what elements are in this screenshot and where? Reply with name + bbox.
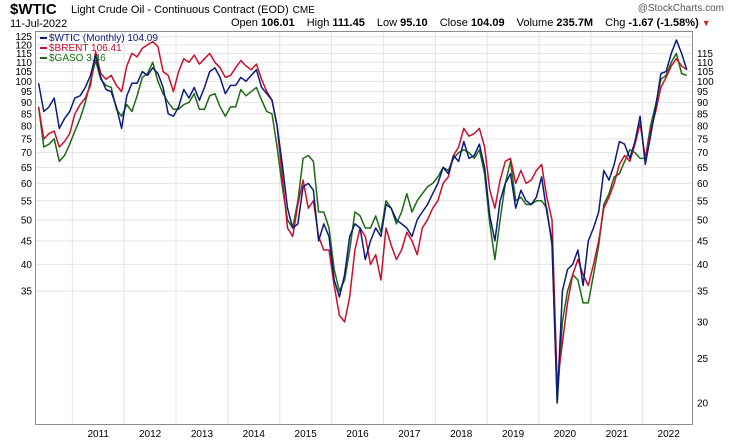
y-tick-right: 60 — [697, 179, 709, 190]
y-tick-left: 40 — [21, 260, 33, 271]
y-tick-left: 90 — [21, 98, 33, 109]
grid — [36, 32, 692, 424]
x-tick-label: 2018 — [450, 429, 473, 440]
y-tick-right: 70 — [697, 148, 709, 159]
y-tick-left: 95 — [21, 87, 33, 98]
open-label: Open — [231, 17, 258, 29]
left-axis: 40 45 50 55 60 65 70 75 808590951001051101151201… — [15, 32, 32, 297]
series-line-wtic — [37, 39, 688, 404]
close-label: Close — [439, 17, 468, 29]
volume-value: 235.7M — [556, 17, 594, 29]
x-tick-label: 2011 — [87, 429, 109, 440]
y-tick-right: 25 — [697, 354, 709, 365]
x-tick-label: 2017 — [398, 429, 421, 440]
y-tick-right: 20 — [697, 398, 709, 409]
x-tick-label: 2019 — [502, 429, 525, 440]
series-line-gaso — [37, 52, 688, 404]
y-tick-left: 100 — [15, 77, 32, 88]
ohlc-summary: Open 106.01 High 111.45 Low 95.10 Close … — [231, 17, 711, 29]
y-tick-right: 35 — [697, 287, 709, 298]
y-tick-right: 65 — [697, 163, 709, 174]
y-tick-left: 65 — [21, 163, 33, 174]
y-tick-left: 110 — [16, 58, 32, 69]
down-triangle-icon: ▼ — [701, 18, 711, 28]
legend-swatch — [40, 37, 47, 40]
symbol-description: Light Crude Oil - Continuous Contract (E… — [71, 4, 315, 16]
x-tick-label: 2021 — [606, 429, 629, 440]
plot-frame — [35, 31, 693, 425]
y-tick-left: 105 — [15, 67, 32, 78]
y-tick-right: 115 — [697, 49, 713, 60]
y-tick-right: 85 — [697, 109, 709, 120]
y-tick-right: 55 — [697, 196, 709, 207]
legend-swatch — [40, 47, 47, 50]
exchange-label: CME — [292, 5, 315, 16]
y-tick-left: 50 — [21, 215, 33, 226]
x-tick-label: 2012 — [139, 429, 162, 440]
legend-label: $WTIC (Monthly) 104.09 — [49, 33, 158, 44]
y-tick-right: 110 — [697, 58, 713, 69]
legend-item-brent: $BRENT 106.41 — [40, 43, 122, 54]
low-value: 95.10 — [400, 17, 428, 29]
x-tick-label: 2015 — [295, 429, 318, 440]
chg-value: -1.67 (-1.58%) — [628, 17, 699, 29]
y-tick-left: 70 — [21, 148, 33, 159]
y-tick-left: 120 — [15, 40, 32, 51]
brand-watermark: @StockCharts.com — [637, 3, 724, 14]
y-tick-left: 55 — [21, 196, 33, 207]
y-tick-left: 85 — [21, 109, 33, 120]
legend-item-gaso: $GASO 3.46 — [40, 53, 106, 64]
legend-item-wtic: $WTIC (Monthly) 104.09 — [40, 33, 158, 44]
right-axis: 2025303540455055606570758085909510010511… — [697, 49, 714, 410]
chg-label: Chg — [605, 17, 626, 29]
open-value: 106.01 — [260, 17, 295, 29]
legend-swatch — [40, 57, 47, 60]
legend-label: $GASO 3.46 — [49, 53, 106, 64]
y-tick-right: 45 — [697, 236, 709, 247]
y-tick-right: 80 — [697, 121, 709, 132]
series-line-brent — [37, 40, 688, 385]
x-tick-label: 2014 — [243, 429, 266, 440]
description-text: Light Crude Oil - Continuous Contract (E… — [71, 4, 289, 16]
x-tick-label: 2016 — [346, 429, 369, 440]
x-tick-label: 2022 — [658, 429, 681, 440]
y-tick-left: 80 — [21, 121, 33, 132]
y-tick-left: 115 — [16, 49, 32, 60]
y-tick-left: 35 — [21, 287, 33, 298]
y-tick-right: 75 — [697, 134, 709, 145]
y-tick-right: 95 — [697, 87, 709, 98]
y-tick-right: 50 — [697, 215, 709, 226]
y-tick-right: 40 — [697, 260, 709, 271]
y-tick-left: 60 — [21, 179, 33, 190]
legend-label: $BRENT 106.41 — [49, 43, 122, 54]
y-tick-left: 45 — [21, 236, 33, 247]
y-tick-right: 100 — [697, 77, 714, 88]
date-label: 11-Jul-2022 — [10, 18, 68, 30]
volume-label: Volume — [516, 17, 554, 29]
high-label: High — [306, 17, 330, 29]
x-tick-label: 2013 — [191, 429, 214, 440]
y-tick-left: 75 — [21, 134, 33, 145]
high-value: 111.45 — [332, 17, 365, 29]
series-lines — [37, 39, 688, 404]
y-tick-right: 105 — [697, 67, 714, 78]
symbol-title: $WTIC — [10, 1, 57, 18]
y-tick-right: 30 — [697, 317, 709, 328]
x-axis: 2011 2012 2013 2014 2015 2016 2017 2018 2019 2020… — [87, 429, 680, 440]
low-label: Low — [376, 17, 398, 29]
y-tick-right: 90 — [697, 98, 709, 109]
close-value: 104.09 — [470, 17, 505, 29]
y-tick-left: 125 — [15, 32, 32, 43]
x-tick-label: 2020 — [554, 429, 577, 440]
